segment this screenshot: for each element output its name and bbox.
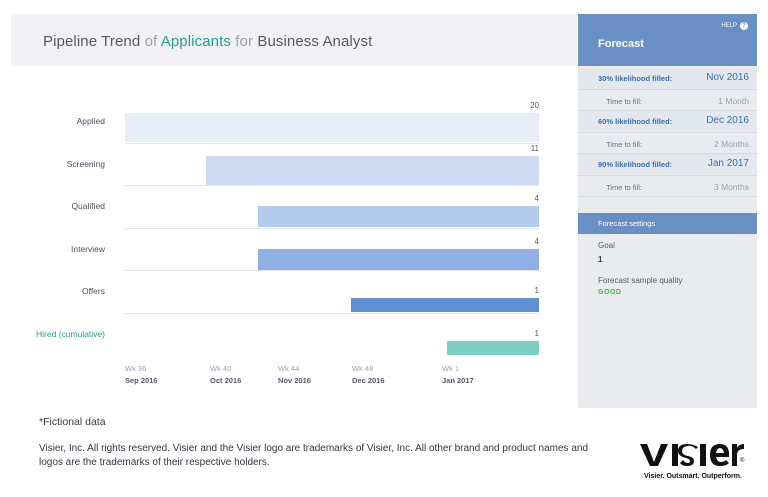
forecast-label: 90% likelihood filled: (598, 160, 673, 169)
row-divider (125, 142, 539, 144)
legal-text: Visier, Inc. All rights reserved. Visier… (39, 443, 588, 468)
row-divider (125, 185, 539, 186)
time-to-fill-row-90: Time to fill: 3 Months (578, 176, 757, 196)
row-label: Screening (66, 158, 105, 169)
forecast-row-90: 90% likelihood filled: Jan 2017 (578, 154, 757, 174)
bar-value-label: 4 (534, 236, 539, 246)
forecast-title: Forecast (598, 38, 644, 50)
row-label: Interview (70, 243, 105, 254)
visier-logo: ® Visier. Outsmart. Outperform. (640, 440, 756, 486)
pipeline-bar[interactable] (447, 340, 539, 355)
time-value: 3 Months (714, 182, 749, 192)
pipeline-bar[interactable] (351, 298, 539, 312)
logo-tagline: Visier. Outsmart. Outperform. (644, 473, 742, 480)
sample-quality-label: Forecast sample quality (598, 276, 683, 285)
pipeline-chart: Applied 20 Screening 11 Qualified 4 Interview 4… (0, 66, 578, 396)
pipeline-bar[interactable] (258, 248, 539, 270)
title-of: of (144, 33, 158, 50)
forecast-row-30: 30% likelihood filled: Nov 2016 (578, 68, 757, 88)
sample-quality-value: GOOD (598, 289, 622, 296)
time-value: 1 Month (718, 96, 749, 106)
row-label: Hired (cumulative) (36, 328, 105, 339)
fictional-data-note: *Fictional data (39, 416, 106, 428)
time-label: Time to fill: (606, 97, 642, 106)
divider (578, 132, 757, 133)
goal-label: Goal (598, 241, 615, 250)
help-button[interactable]: HELP ? (721, 22, 748, 30)
bar-value-label: 1 (534, 328, 539, 338)
x-tick-week: Wk 36 (125, 364, 147, 373)
forecast-header: HELP ? Forecast (578, 14, 757, 66)
time-label: Time to fill: (606, 183, 642, 192)
forecast-settings-title: Forecast settings (598, 219, 656, 228)
chart-header: Pipeline Trend of Applicants for Busines… (11, 14, 577, 66)
bar-value-label: 1 (534, 286, 539, 295)
visier-wordmark-icon (640, 444, 744, 466)
logo-wordmark (640, 440, 744, 473)
pipeline-bar[interactable] (206, 155, 539, 185)
bar-value-label: 4 (534, 194, 539, 203)
time-to-fill-row-30: Time to fill: 1 Month (578, 90, 757, 110)
time-to-fill-row-60: Time to fill: 2 Months (578, 133, 757, 153)
time-label: Time to fill: (606, 140, 642, 149)
x-tick-date: Dec 2016 (352, 376, 385, 385)
forecast-value: Dec 2016 (706, 115, 749, 126)
divider (578, 110, 757, 111)
divider (578, 89, 757, 90)
row-label: Applied (76, 116, 105, 126)
x-tick-date: Nov 2016 (278, 376, 311, 385)
x-tick-week: Wk 1 (442, 364, 460, 373)
row-divider (125, 270, 539, 271)
row-divider (125, 227, 539, 229)
pipeline-bar[interactable] (258, 206, 539, 227)
title-for: for (235, 33, 254, 50)
x-tick-week: Wk 44 (278, 364, 300, 373)
help-icon: ? (740, 22, 748, 30)
title-metric[interactable]: Applicants (160, 33, 231, 50)
forecast-value: Nov 2016 (706, 72, 749, 83)
divider (578, 153, 757, 154)
title-part1: Pipeline Trend (43, 33, 141, 50)
divider (578, 175, 757, 176)
x-tick-date: Jan 2017 (442, 376, 474, 385)
x-tick-date: Sep 2016 (125, 376, 158, 385)
divider (578, 196, 757, 197)
x-tick-week: Wk 48 (352, 364, 374, 373)
forecast-row-60: 60% likelihood filled: Dec 2016 (578, 111, 757, 131)
forecast-label: 60% likelihood filled: (598, 117, 673, 126)
help-label: HELP (721, 23, 737, 29)
forecast-value: Jan 2017 (707, 158, 749, 169)
x-tick-date: Oct 2016 (210, 376, 242, 385)
x-tick-week: Wk 40 (210, 364, 232, 373)
forecast-panel: HELP ? Forecast 30% likelihood filled: N… (578, 14, 757, 408)
forecast-settings-header[interactable]: Forecast settings (578, 213, 757, 234)
page-title: Pipeline Trend of Applicants for Busines… (43, 33, 372, 50)
registered-icon: ® (740, 458, 745, 464)
forecast-label: 30% likelihood filled: (598, 74, 673, 83)
row-divider (125, 312, 539, 314)
row-label: Qualified (71, 201, 105, 211)
goal-value[interactable]: 1 (598, 255, 603, 264)
pipeline-bar[interactable] (125, 113, 539, 142)
bar-value-label: 20 (530, 101, 539, 110)
bar-value-label: 11 (530, 143, 539, 153)
row-label: Offers (82, 286, 105, 296)
time-value: 2 Months (714, 139, 749, 149)
title-subject[interactable]: Business Analyst (257, 33, 373, 50)
